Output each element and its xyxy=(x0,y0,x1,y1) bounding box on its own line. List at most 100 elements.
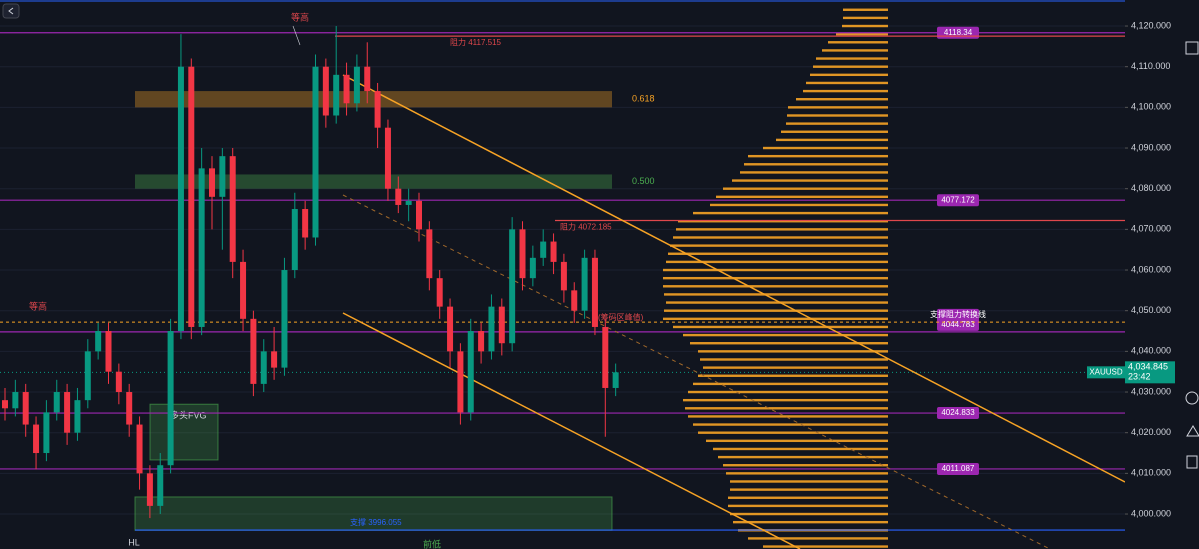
current-time-label: 23:42 xyxy=(1128,372,1151,382)
candle-body xyxy=(602,326,609,388)
y-tick-label: 4,000.000 xyxy=(1131,508,1171,518)
level-label: 4024.833 xyxy=(941,408,975,417)
candle-body xyxy=(260,351,267,384)
profile-bar xyxy=(763,146,888,150)
profile-bar xyxy=(700,358,888,361)
candle-body xyxy=(364,66,371,92)
candle-body xyxy=(84,351,91,401)
candle-body xyxy=(353,66,360,104)
profile-bar xyxy=(730,480,888,483)
profile-bar xyxy=(666,260,888,264)
candle-body xyxy=(612,372,619,388)
candle-body xyxy=(550,241,557,262)
fib-label: 0.618 xyxy=(632,94,655,104)
candle-body xyxy=(240,261,247,319)
collapse-icon xyxy=(8,7,14,15)
level-box xyxy=(937,407,979,420)
candle-body xyxy=(53,392,60,413)
candle-body xyxy=(312,66,319,238)
candle-body xyxy=(22,392,29,425)
profile-bar xyxy=(787,114,888,117)
profile-bar xyxy=(673,236,888,239)
profile-bar xyxy=(678,220,888,223)
profile-bar xyxy=(822,49,888,52)
candle-body xyxy=(405,200,412,205)
profile-bar xyxy=(664,309,888,312)
candle-body xyxy=(177,66,184,332)
y-tick-label: 4,060.000 xyxy=(1131,264,1171,274)
level-label: 支撑 3996.055 xyxy=(350,517,402,527)
y-tick-label: 4,020.000 xyxy=(1131,427,1171,437)
candle-body xyxy=(519,229,526,279)
levels: 4118.34 阻力 4117.515 4077.172 阻力 4072.185 支撑阻… xyxy=(0,26,1125,531)
channel-line xyxy=(342,312,801,549)
candle-body xyxy=(115,371,122,393)
candle-body xyxy=(126,392,133,425)
tool-icon[interactable] xyxy=(1185,391,1199,405)
profile-bar xyxy=(748,537,888,540)
profile-bar xyxy=(683,398,888,402)
level-label: 阻力 4117.515 xyxy=(450,37,502,47)
profile-bar xyxy=(663,268,888,272)
candles xyxy=(2,26,619,519)
collapse-button[interactable] xyxy=(2,3,20,19)
candle-body xyxy=(188,66,195,327)
profile-bar xyxy=(781,130,888,133)
y-tick-label: 4,120.000 xyxy=(1131,20,1171,30)
fib-zone xyxy=(135,91,612,108)
y-tick-label: 4,110.000 xyxy=(1131,61,1170,71)
profile-bar xyxy=(836,32,888,36)
profile-bar xyxy=(663,285,888,288)
annotation: 等高 xyxy=(29,300,47,311)
candle-body xyxy=(416,200,422,230)
candle-body xyxy=(12,392,19,409)
current-price-label: 4,034.845 xyxy=(1128,362,1168,372)
symbol-label: XAUUSD xyxy=(1089,367,1123,376)
level-box xyxy=(937,194,979,207)
candle-body xyxy=(509,229,516,344)
profile-bar xyxy=(673,325,888,329)
level-title: 支撑阻力转换线 xyxy=(930,309,986,319)
candle-body xyxy=(198,168,205,327)
profile-bar xyxy=(693,423,888,426)
candle-body xyxy=(395,188,402,205)
profile-bar xyxy=(706,439,888,443)
tool-icon[interactable] xyxy=(1186,425,1199,437)
profile-bar xyxy=(663,276,888,280)
profile-bar xyxy=(740,171,888,174)
level-label: 4044.783 xyxy=(941,320,975,329)
candle-body xyxy=(95,331,102,352)
profile-bar xyxy=(693,211,888,215)
level-label: 4011.087 xyxy=(942,464,975,473)
annotation: 前低 xyxy=(423,538,441,549)
tool-icon[interactable] xyxy=(1185,41,1199,55)
profile-bar xyxy=(803,89,888,93)
symbol-box xyxy=(1087,366,1125,379)
channel-line xyxy=(342,74,1126,483)
profile-bar xyxy=(813,65,888,68)
profile-bar xyxy=(723,187,888,190)
fib-zone xyxy=(135,174,612,189)
volume-profile xyxy=(663,8,888,548)
profile-bar xyxy=(796,98,888,101)
profile-bar xyxy=(698,374,888,377)
grid xyxy=(0,25,1125,515)
profile-bar xyxy=(728,504,888,508)
candle-body xyxy=(529,257,536,279)
profile-bar xyxy=(693,382,888,386)
profile-bar xyxy=(733,520,888,524)
profile-bar xyxy=(710,203,888,207)
profile-bar xyxy=(842,24,888,28)
profile-bar xyxy=(664,293,888,296)
level-label: 阻力 4072.185 xyxy=(560,222,612,232)
equal-high-mark xyxy=(292,25,301,46)
annotation: 等高 xyxy=(291,11,309,22)
toolbar xyxy=(1185,41,1199,469)
candle-body xyxy=(64,392,71,433)
candle-body xyxy=(498,306,505,344)
price-axis xyxy=(1125,0,1199,549)
candle-body xyxy=(322,66,329,116)
candle-body xyxy=(105,331,112,372)
tool-icon[interactable] xyxy=(1186,455,1198,469)
candle-body xyxy=(136,424,143,474)
